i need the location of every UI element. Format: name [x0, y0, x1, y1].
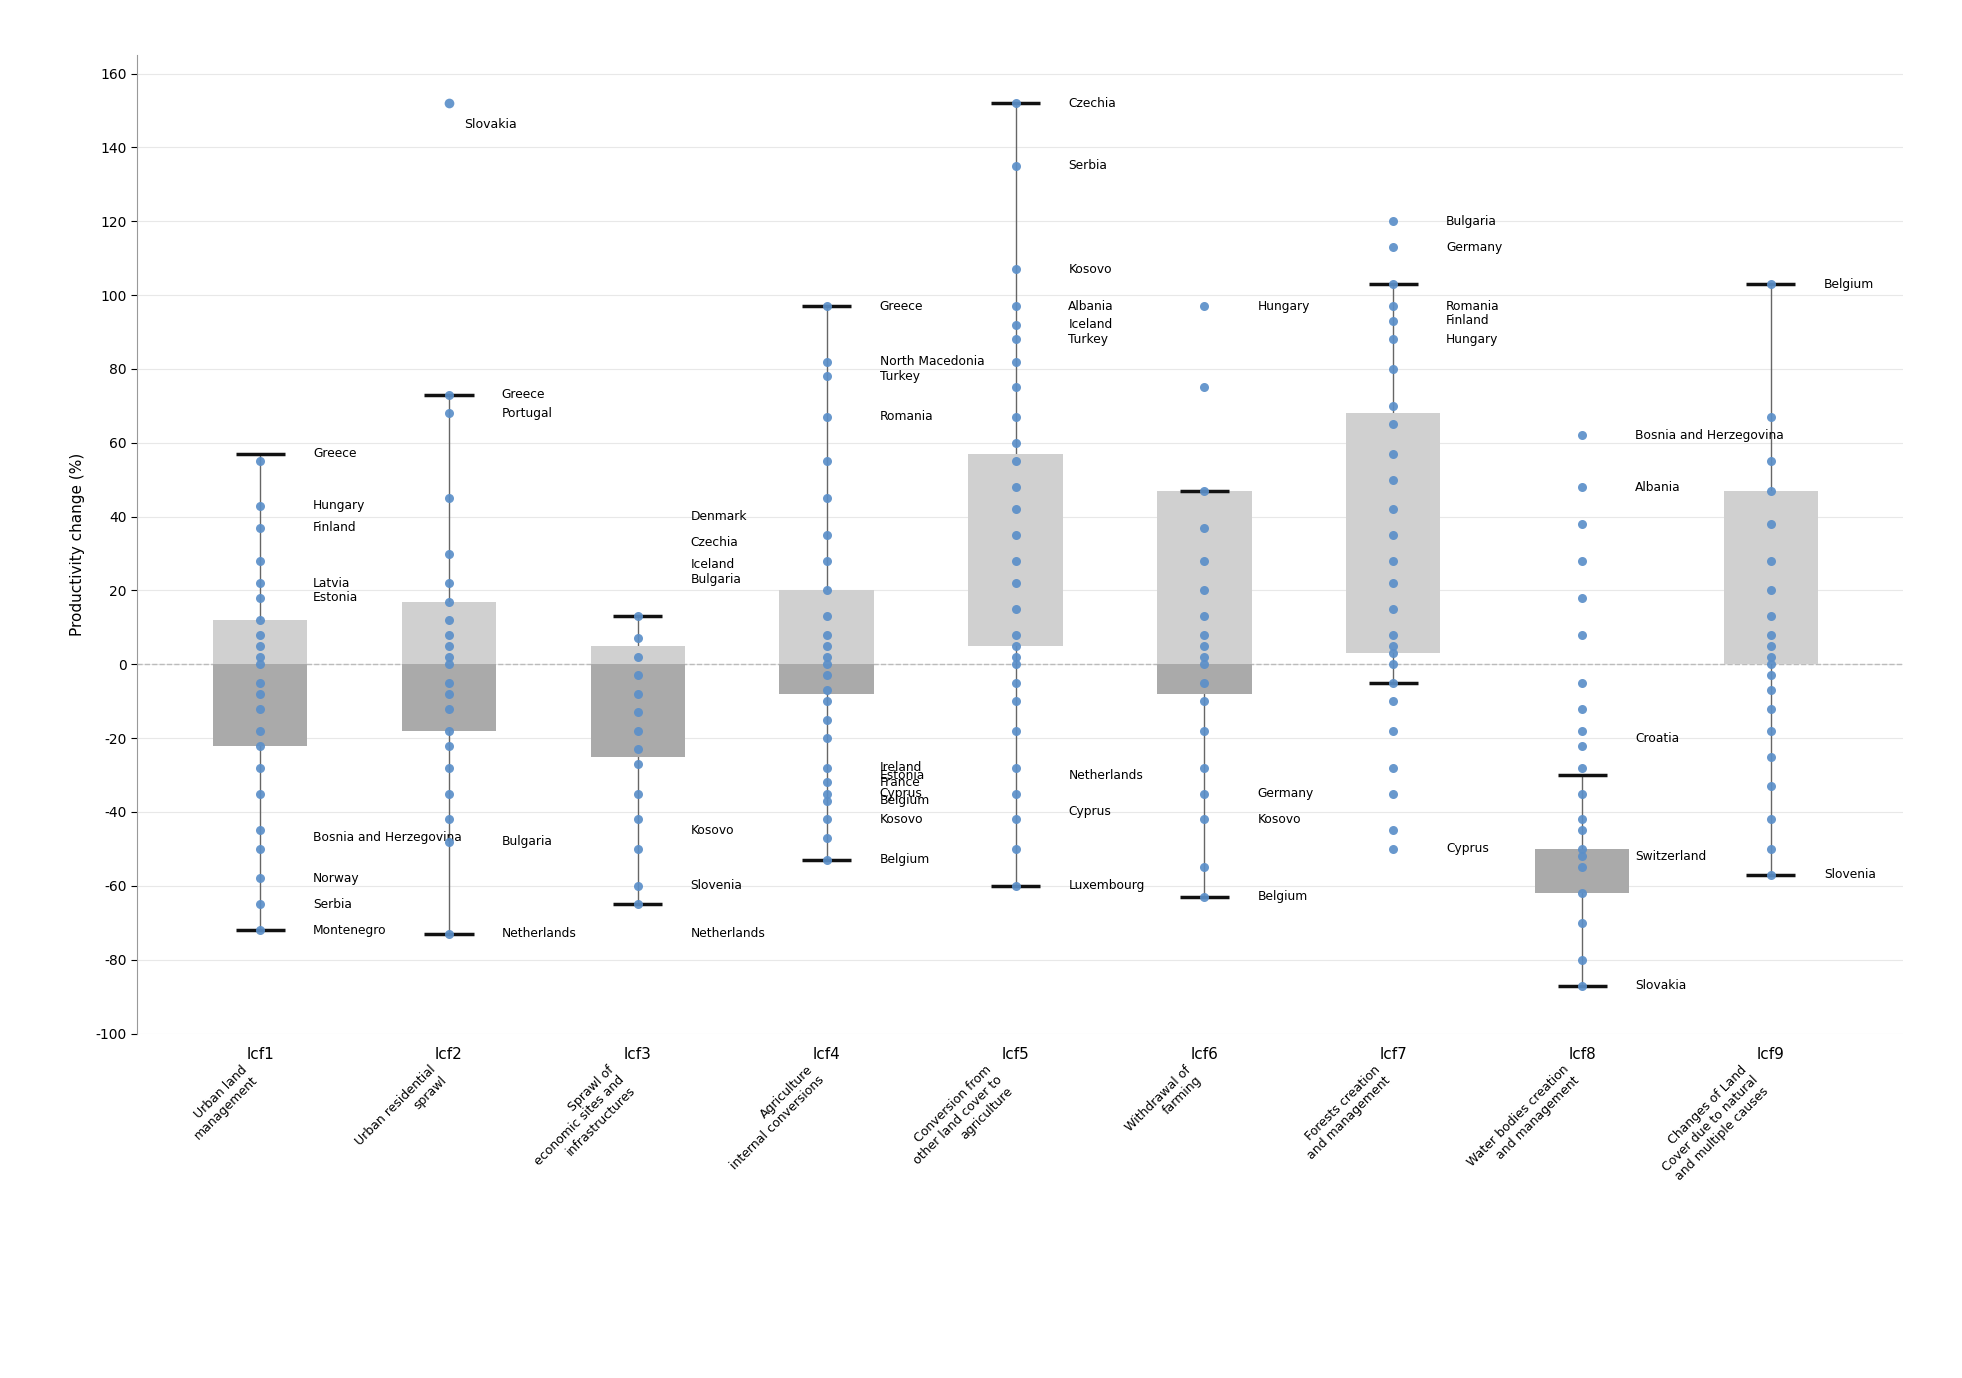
- Text: Bosnia and Herzegovina: Bosnia and Herzegovina: [1634, 429, 1783, 442]
- Text: Romania: Romania: [879, 411, 934, 423]
- Text: Albania: Albania: [1069, 299, 1114, 313]
- Text: Belgium: Belgium: [879, 853, 930, 867]
- Text: Urban residential
sprawl: Urban residential sprawl: [353, 1062, 449, 1159]
- Text: Slovenia: Slovenia: [691, 879, 742, 893]
- Text: Slovakia: Slovakia: [1634, 978, 1685, 992]
- Text: Forests creation
and management: Forests creation and management: [1295, 1062, 1393, 1162]
- Bar: [591, 646, 685, 664]
- Bar: [969, 453, 1063, 646]
- Text: France: France: [879, 776, 920, 790]
- Text: Belgium: Belgium: [879, 794, 930, 808]
- Text: Netherlands: Netherlands: [502, 927, 577, 940]
- Text: Belgium: Belgium: [1258, 890, 1307, 904]
- Bar: [402, 664, 496, 730]
- Text: North Macedonia: North Macedonia: [879, 356, 985, 368]
- Bar: [214, 664, 308, 745]
- Text: Czechia: Czechia: [1069, 96, 1116, 110]
- Bar: [779, 590, 873, 664]
- Text: Montenegro: Montenegro: [314, 923, 387, 937]
- Text: Serbia: Serbia: [1069, 160, 1107, 172]
- Text: Turkey: Turkey: [879, 369, 920, 383]
- Bar: [1346, 413, 1440, 653]
- Text: Kosovo: Kosovo: [691, 824, 734, 836]
- Text: Iceland: Iceland: [1069, 318, 1112, 331]
- Text: Cyprus: Cyprus: [1446, 842, 1489, 856]
- Text: Albania: Albania: [1634, 481, 1681, 493]
- Text: Bulgaria: Bulgaria: [1446, 215, 1497, 227]
- Text: Turkey: Turkey: [1069, 333, 1109, 346]
- Text: Bosnia and Herzegovina: Bosnia and Herzegovina: [314, 831, 461, 845]
- Text: Greece: Greece: [502, 389, 545, 401]
- Text: Croatia: Croatia: [1634, 732, 1679, 744]
- Text: Estonia: Estonia: [314, 591, 359, 605]
- Text: Withdrawal of
farming: Withdrawal of farming: [1122, 1062, 1205, 1144]
- Text: Germany: Germany: [1258, 787, 1313, 801]
- Text: Belgium: Belgium: [1825, 277, 1874, 291]
- Text: Bulgaria: Bulgaria: [502, 835, 553, 847]
- Text: Czechia: Czechia: [691, 536, 738, 548]
- Text: Netherlands: Netherlands: [691, 927, 765, 940]
- Text: Conversion from
other land cover to
agriculture: Conversion from other land cover to agri…: [901, 1062, 1016, 1178]
- Text: Kosovo: Kosovo: [1258, 813, 1301, 825]
- Bar: [779, 664, 873, 695]
- Text: Cyprus: Cyprus: [879, 787, 922, 801]
- Text: Netherlands: Netherlands: [1069, 769, 1144, 781]
- Y-axis label: Productivity change (%): Productivity change (%): [69, 453, 84, 635]
- Text: Water bodies creation
and management: Water bodies creation and management: [1466, 1062, 1581, 1180]
- Bar: [1158, 664, 1252, 695]
- Text: Changes of Land
Cover due to natural
and multiple causes: Changes of Land Cover due to natural and…: [1648, 1062, 1772, 1185]
- Text: Iceland: Iceland: [691, 558, 736, 570]
- Text: Estonia: Estonia: [879, 769, 924, 781]
- Bar: [1725, 491, 1819, 664]
- Text: Cyprus: Cyprus: [1069, 806, 1110, 819]
- Bar: [1534, 849, 1628, 893]
- Text: Finland: Finland: [314, 521, 357, 535]
- Text: Romania: Romania: [1446, 299, 1499, 313]
- Bar: [591, 664, 685, 757]
- Text: Switzerland: Switzerland: [1634, 850, 1707, 863]
- Text: Greece: Greece: [314, 448, 357, 460]
- Bar: [1158, 491, 1252, 664]
- Text: Hungary: Hungary: [1258, 299, 1309, 313]
- Text: Germany: Germany: [1446, 241, 1503, 254]
- Text: Denmark: Denmark: [691, 510, 748, 524]
- Text: Portugal: Portugal: [502, 407, 553, 420]
- Text: Hungary: Hungary: [314, 499, 365, 513]
- Bar: [402, 602, 496, 664]
- Text: Agriculture
internal conversions: Agriculture internal conversions: [718, 1062, 826, 1173]
- Text: Greece: Greece: [879, 299, 922, 313]
- Text: Luxembourg: Luxembourg: [1069, 879, 1144, 893]
- Text: Bulgaria: Bulgaria: [691, 573, 742, 586]
- Bar: [214, 620, 308, 664]
- Text: Sprawl of
economic sites and
infrastructures: Sprawl of economic sites and infrastruct…: [522, 1062, 638, 1180]
- Text: Slovakia: Slovakia: [465, 119, 516, 131]
- Text: Hungary: Hungary: [1446, 333, 1499, 346]
- Text: Slovenia: Slovenia: [1825, 868, 1876, 882]
- Text: Serbia: Serbia: [314, 898, 351, 911]
- Text: Norway: Norway: [314, 872, 359, 885]
- Text: Latvia: Latvia: [314, 576, 351, 590]
- Text: Finland: Finland: [1446, 314, 1489, 328]
- Text: Kosovo: Kosovo: [879, 813, 924, 825]
- Text: Urban land
management: Urban land management: [181, 1062, 261, 1142]
- Text: Kosovo: Kosovo: [1069, 263, 1112, 276]
- Text: Ireland: Ireland: [879, 761, 922, 774]
